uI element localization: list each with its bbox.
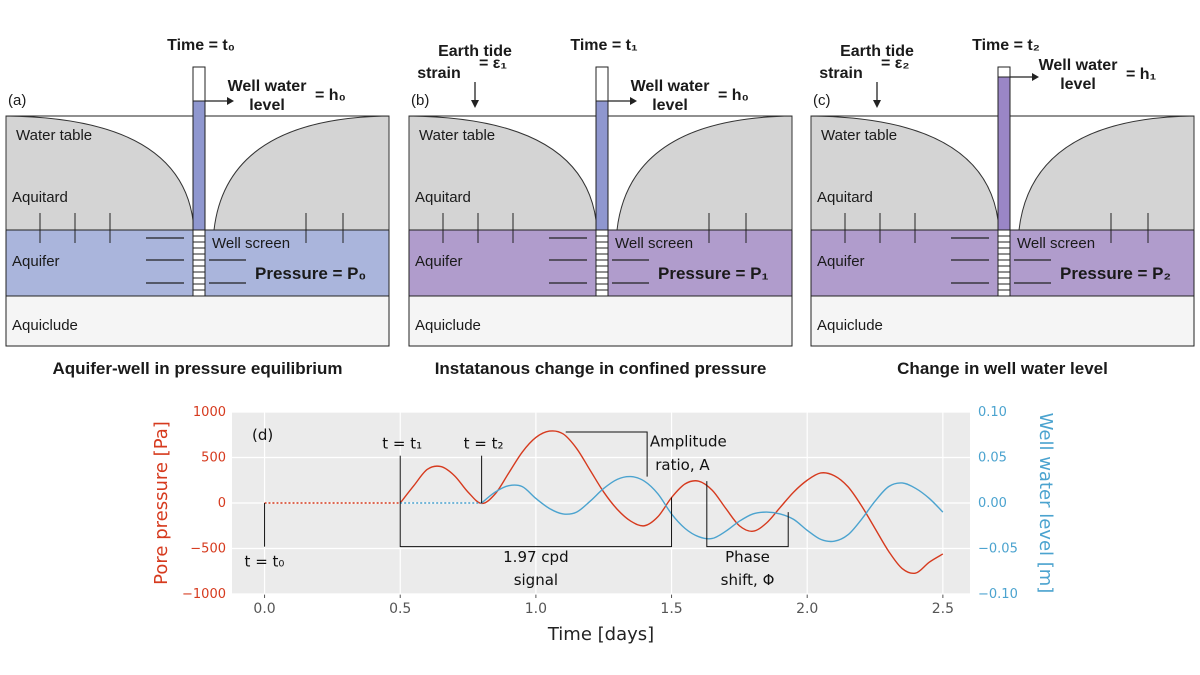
earth-tide-label-line1: Earth tide (438, 43, 512, 60)
well-screen (997, 229, 1011, 297)
panel-label-d: (d) (252, 426, 273, 444)
time-label: Time = t₁ (570, 37, 638, 54)
x-tick-label: 1.5 (660, 601, 682, 617)
pressure-label: Pressure = P₁ (658, 264, 769, 283)
x-tick-label: 2.5 (932, 601, 954, 617)
well-level-label-line2: level (1060, 76, 1096, 93)
t2-label: t = t₂ (464, 434, 504, 452)
aquiclude-layer (5, 295, 390, 347)
aquifer-panels: (a) Water table Aquitard Aquifer Well screen… (5, 37, 1195, 378)
panel-c: (c) Water table Aquitard Aquifer Well screen… (810, 37, 1195, 378)
panel-caption: Change in well water level (897, 359, 1108, 378)
x-tick-label: 2.0 (796, 601, 818, 617)
aquitard-label: Aquitard (12, 189, 68, 206)
water-table-mound-right (616, 115, 793, 231)
well-level-label-line1: Well water (228, 78, 307, 95)
aquiclude-label: Aquiclude (415, 317, 481, 334)
earth-tide-label-line2: strain (819, 65, 863, 82)
well-screen (595, 229, 609, 297)
y-right-tick-label: −0.05 (978, 542, 1018, 557)
water-level-arrowhead (630, 97, 637, 105)
aquifer-label: Aquifer (817, 253, 865, 270)
water-table-label: Water table (821, 127, 897, 144)
earth-tide-label-line2: strain (417, 65, 461, 82)
signal-label-line1: 1.97 cpd (503, 548, 568, 566)
well-level-label-line1: Well water (631, 78, 710, 95)
earth-tide-value: = ε₂ (881, 55, 910, 72)
panel-b: (b) Water table Aquitard Aquifer Well screen… (408, 37, 793, 378)
x-tick-label: 0.5 (389, 601, 411, 617)
water-table-label: Water table (419, 127, 495, 144)
aquiclude-layer (408, 295, 793, 347)
water-table-mound-right (213, 115, 390, 231)
amplitude-bracket (565, 431, 648, 477)
chart-d: 0.0 0.5 1.0 1.5 2.0 2.5 1000 0.10 500 0.05 0 0.00 −5… (151, 405, 1056, 645)
aquifer-label: Aquifer (415, 253, 463, 270)
t0-label: t = t₀ (245, 553, 285, 571)
well-level-value: = h₁ (1126, 66, 1157, 83)
earth-tide-arrowhead (873, 100, 881, 108)
pressure-label: Pressure = P₀ (255, 264, 366, 283)
earth-tide-value: = ε₁ (479, 55, 507, 72)
aquiclude-label: Aquiclude (817, 317, 883, 334)
phase-bracket (706, 481, 789, 548)
y-left-axis-label: Pore pressure [Pa] (151, 421, 172, 585)
panel-label: (c) (813, 92, 831, 109)
y-right-tick-label: 0.10 (978, 405, 1007, 420)
earth-tide-label-line1: Earth tide (840, 43, 914, 60)
well-screen-label: Well screen (212, 235, 290, 252)
y-left-tick-label: −1000 (182, 587, 226, 602)
panel-caption: Aquifer-well in pressure equilibrium (53, 359, 343, 378)
signal-bracket (399, 497, 673, 548)
well-screen-label: Well screen (1017, 235, 1095, 252)
y-left-tick-label: 1000 (193, 405, 226, 420)
well-screen (192, 229, 206, 297)
signal-label-line2: signal (514, 571, 558, 589)
well-water-column (192, 100, 206, 231)
time-label: Time = t₀ (167, 37, 235, 54)
well-level-label-line1: Well water (1039, 57, 1118, 74)
phase-label-line2: shift, Φ (721, 571, 775, 589)
well-level-value: = h₀ (718, 87, 749, 104)
panel-caption: Instatanous change in confined pressure (435, 359, 767, 378)
t1-label: t = t₁ (382, 434, 422, 452)
panel-a: (a) Water table Aquitard Aquifer Well screen… (5, 37, 390, 378)
x-axis-label: Time [days] (547, 624, 654, 645)
y-left-tick-label: 500 (201, 451, 226, 466)
y-right-tick-label: −0.10 (978, 587, 1018, 602)
x-tick-label: 1.0 (525, 601, 547, 617)
pressure-label: Pressure = P₂ (1060, 264, 1171, 283)
y-left-tick-label: 0 (218, 496, 226, 511)
time-label: Time = t₂ (972, 37, 1040, 54)
water-table-label: Water table (16, 127, 92, 144)
x-tick-label: 0.0 (253, 601, 275, 617)
earth-tide-arrowhead (471, 100, 479, 108)
y-right-axis-label: Well water level [m] (1035, 413, 1056, 594)
well-water-column (595, 100, 609, 231)
well-level-label-line2: level (249, 97, 285, 114)
aquifer-label: Aquifer (12, 253, 60, 270)
well-level-value: = h₀ (315, 87, 346, 104)
y-left-tick-label: −500 (190, 542, 226, 557)
aquitard-label: Aquitard (817, 189, 873, 206)
amplitude-label-line2: ratio, A (655, 456, 710, 474)
series-well-level-line (481, 475, 944, 543)
y-right-tick-label: 0.00 (978, 496, 1007, 511)
well-water-column (997, 76, 1011, 231)
well-screen-label: Well screen (615, 235, 693, 252)
phase-label-line1: Phase (725, 548, 770, 566)
amplitude-label-line1: Amplitude (650, 433, 727, 451)
water-level-arrowhead (227, 97, 234, 105)
aquitard-label: Aquitard (415, 189, 471, 206)
well-level-label-line2: level (652, 97, 688, 114)
panel-label: (a) (8, 92, 26, 109)
panel-label: (b) (411, 92, 429, 109)
water-level-arrowhead (1032, 73, 1039, 81)
y-right-tick-label: 0.05 (978, 451, 1007, 466)
aquiclude-label: Aquiclude (12, 317, 78, 334)
water-table-mound-right (1018, 115, 1195, 231)
